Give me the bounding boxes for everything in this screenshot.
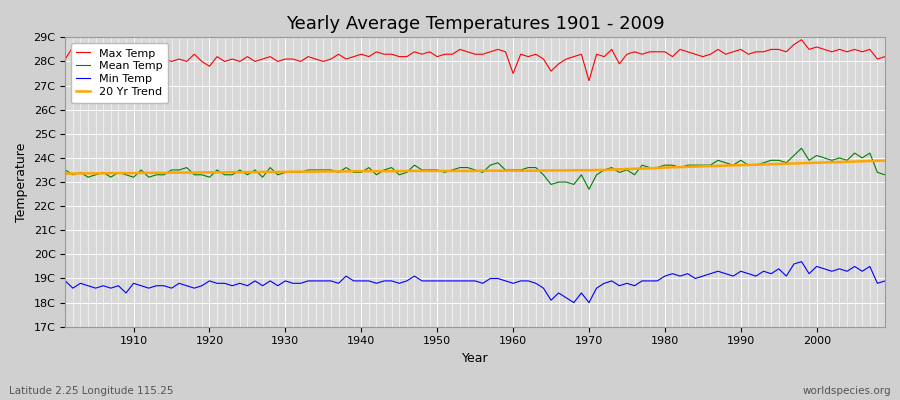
Mean Temp [796,146,807,151]
Max Temp [500,50,511,54]
Mean Temp [121,172,131,177]
Min Temp [508,281,518,286]
Line: Min Temp: Min Temp [66,262,885,303]
Max Temp [508,71,518,76]
20 Yr Trend [879,158,890,163]
Min Temp [500,278,511,283]
20 Yr Trend [333,169,344,174]
Min Temp [121,290,131,295]
Max Temp [607,47,617,52]
Min Temp [288,281,299,286]
20 Yr Trend [598,168,609,172]
Line: Max Temp: Max Temp [66,40,885,81]
Mean Temp [60,168,71,172]
Max Temp [333,52,344,57]
Min Temp [333,281,344,286]
Max Temp [121,54,131,59]
20 Yr Trend [121,171,131,176]
Max Temp [879,54,890,59]
Mean Temp [500,168,511,172]
Min Temp [879,278,890,283]
Min Temp [796,259,807,264]
Max Temp [60,57,71,62]
20 Yr Trend [508,168,518,173]
Title: Yearly Average Temperatures 1901 - 2009: Yearly Average Temperatures 1901 - 2009 [286,15,664,33]
20 Yr Trend [500,168,511,173]
Max Temp [796,37,807,42]
Text: Latitude 2.25 Longitude 115.25: Latitude 2.25 Longitude 115.25 [9,386,174,396]
Max Temp [288,57,299,62]
Text: worldspecies.org: worldspecies.org [803,386,891,396]
Mean Temp [508,168,518,172]
Y-axis label: Temperature: Temperature [15,142,28,222]
Mean Temp [333,170,344,175]
Line: 20 Yr Trend: 20 Yr Trend [66,160,885,174]
Min Temp [569,300,580,305]
Mean Temp [607,165,617,170]
Mean Temp [879,172,890,177]
Min Temp [607,278,617,283]
Mean Temp [583,187,594,192]
Min Temp [60,278,71,283]
Max Temp [583,78,594,83]
X-axis label: Year: Year [462,352,489,365]
20 Yr Trend [60,171,71,176]
20 Yr Trend [288,169,299,174]
Legend: Max Temp, Mean Temp, Min Temp, 20 Yr Trend: Max Temp, Mean Temp, Min Temp, 20 Yr Tre… [71,43,167,103]
Mean Temp [288,170,299,175]
Line: Mean Temp: Mean Temp [66,148,885,189]
